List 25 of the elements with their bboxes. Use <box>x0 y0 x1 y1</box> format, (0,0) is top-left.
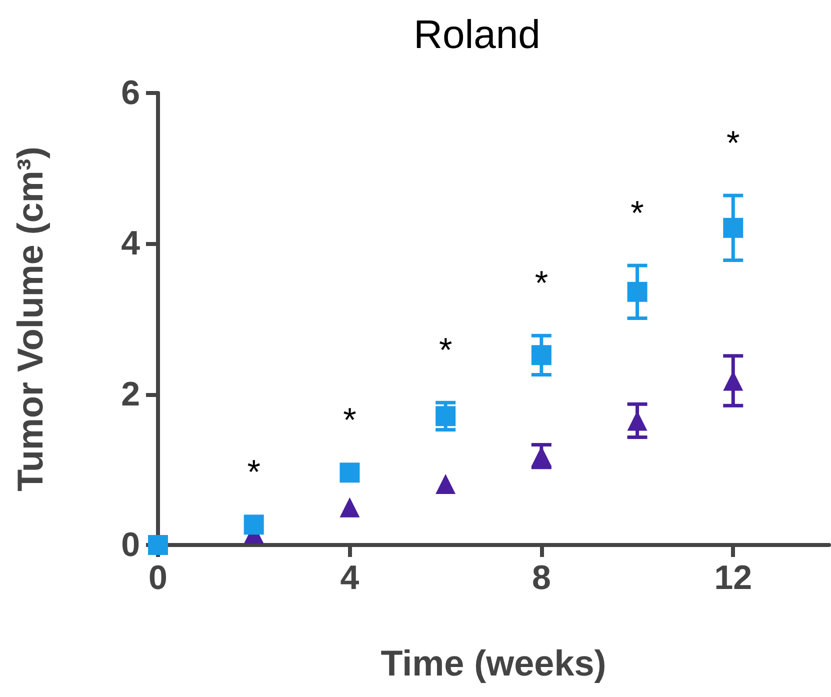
annotation: * <box>343 402 356 440</box>
y-axis-title: Tumor Volume (cm³) <box>10 146 50 492</box>
x-axis-title: Time (weeks) <box>380 642 606 684</box>
annotation: * <box>534 264 548 303</box>
chart-title: Roland <box>414 13 540 57</box>
x-tick-label: 8 <box>532 559 551 597</box>
x-tick-label: 12 <box>714 559 752 597</box>
point <box>244 514 264 535</box>
point <box>340 462 360 483</box>
annotation: * <box>630 194 644 233</box>
x-tick-label: 0 <box>148 559 168 597</box>
x-tick-label: 4 <box>340 559 360 597</box>
annotation: * <box>726 124 740 162</box>
annotation: * <box>247 454 260 492</box>
y-tick-label: 4 <box>121 224 140 263</box>
y-tick-label: 0 <box>121 526 140 564</box>
point <box>436 474 456 494</box>
point <box>436 406 456 426</box>
point <box>627 282 648 302</box>
annotation: * <box>438 332 452 370</box>
point <box>340 497 360 518</box>
point <box>723 218 744 238</box>
y-tick-label: 2 <box>121 375 140 414</box>
point <box>531 345 552 366</box>
y-tick-label: 6 <box>121 74 140 112</box>
